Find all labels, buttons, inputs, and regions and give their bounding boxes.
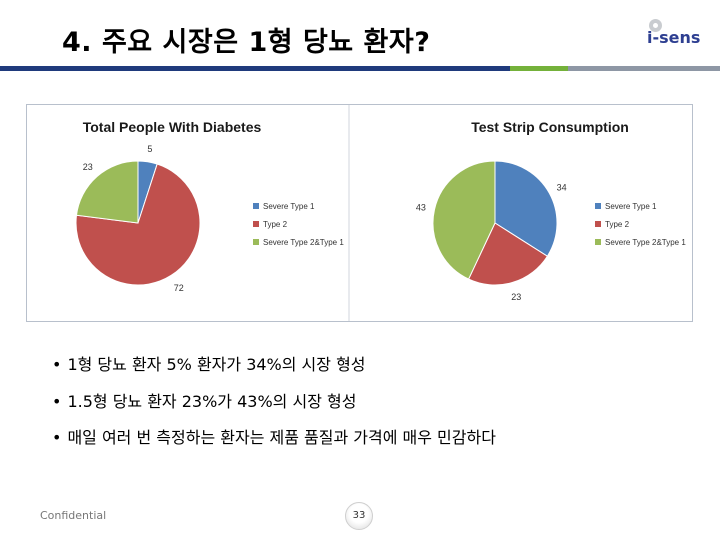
isens-logo: i-sens bbox=[645, 16, 715, 50]
logo-text: i-sens bbox=[647, 28, 701, 47]
chart-title: Total People With Diabetes bbox=[83, 119, 262, 135]
header-bar-navy bbox=[0, 66, 510, 71]
legend-swatch bbox=[253, 239, 259, 245]
legend-label: Type 2 bbox=[263, 220, 288, 229]
pie-slice bbox=[467, 222, 549, 286]
header-bar-green bbox=[510, 66, 568, 71]
pie-slice bbox=[75, 163, 201, 286]
data-label: 43 bbox=[416, 202, 426, 212]
data-label: 34 bbox=[557, 182, 567, 192]
legend-label: Severe Type 2&Type 1 bbox=[263, 238, 344, 247]
bullet-marker: • bbox=[52, 355, 62, 374]
pie-charts-svg: Total People With Diabetes 5 72 23 Severe Ty… bbox=[75, 105, 686, 321]
bullet-item-3: • 매일 여러 번 측정하는 환자는 제품 품질과 가격에 매우 민감하다 bbox=[52, 428, 496, 448]
legend-label: Severe Type 1 bbox=[605, 202, 657, 211]
legend-swatch bbox=[253, 221, 259, 227]
data-label: 72 bbox=[174, 283, 184, 293]
data-label: 23 bbox=[511, 292, 521, 302]
bullet-text: 1.5형 당뇨 환자 23%가 43%의 시장 형성 bbox=[67, 392, 357, 411]
bullet-marker: • bbox=[52, 392, 62, 411]
bullet-marker: • bbox=[52, 428, 62, 447]
logo-dot-icon bbox=[649, 19, 662, 32]
page-number: 33 bbox=[352, 510, 366, 521]
legend-label: Severe Type 1 bbox=[263, 202, 315, 211]
bullet-item-1: • 1형 당뇨 환자 5% 환자가 34%의 시장 형성 bbox=[52, 355, 366, 375]
header-bar-gray bbox=[568, 66, 720, 71]
confidential-label: Confidential bbox=[40, 509, 107, 522]
bullet-text: 1형 당뇨 환자 5% 환자가 34%의 시장 형성 bbox=[67, 355, 366, 374]
bullet-text: 매일 여러 번 측정하는 환자는 제품 품질과 가격에 매우 민감하다 bbox=[67, 428, 496, 447]
page-title: 4. 주요 시장은 1형 당뇨 환자? bbox=[62, 27, 431, 58]
legend-swatch bbox=[595, 239, 601, 245]
bullet-item-2: • 1.5형 당뇨 환자 23%가 43%의 시장 형성 bbox=[52, 392, 356, 412]
legend-label: Type 2 bbox=[605, 220, 630, 229]
legend-swatch bbox=[595, 203, 601, 209]
chart-title: Test Strip Consumption bbox=[471, 119, 629, 135]
legend-swatch bbox=[253, 203, 259, 209]
chart-panel: Total People With Diabetes 5 72 23 Severe Ty… bbox=[26, 104, 693, 322]
data-label: 5 bbox=[147, 144, 152, 154]
pie-slice bbox=[75, 160, 139, 224]
legend-label: Severe Type 2&Type 1 bbox=[605, 238, 686, 247]
page-number-badge: 33 bbox=[345, 502, 373, 530]
legend-swatch bbox=[595, 221, 601, 227]
data-label: 23 bbox=[83, 162, 93, 172]
pie-slice bbox=[432, 160, 496, 280]
